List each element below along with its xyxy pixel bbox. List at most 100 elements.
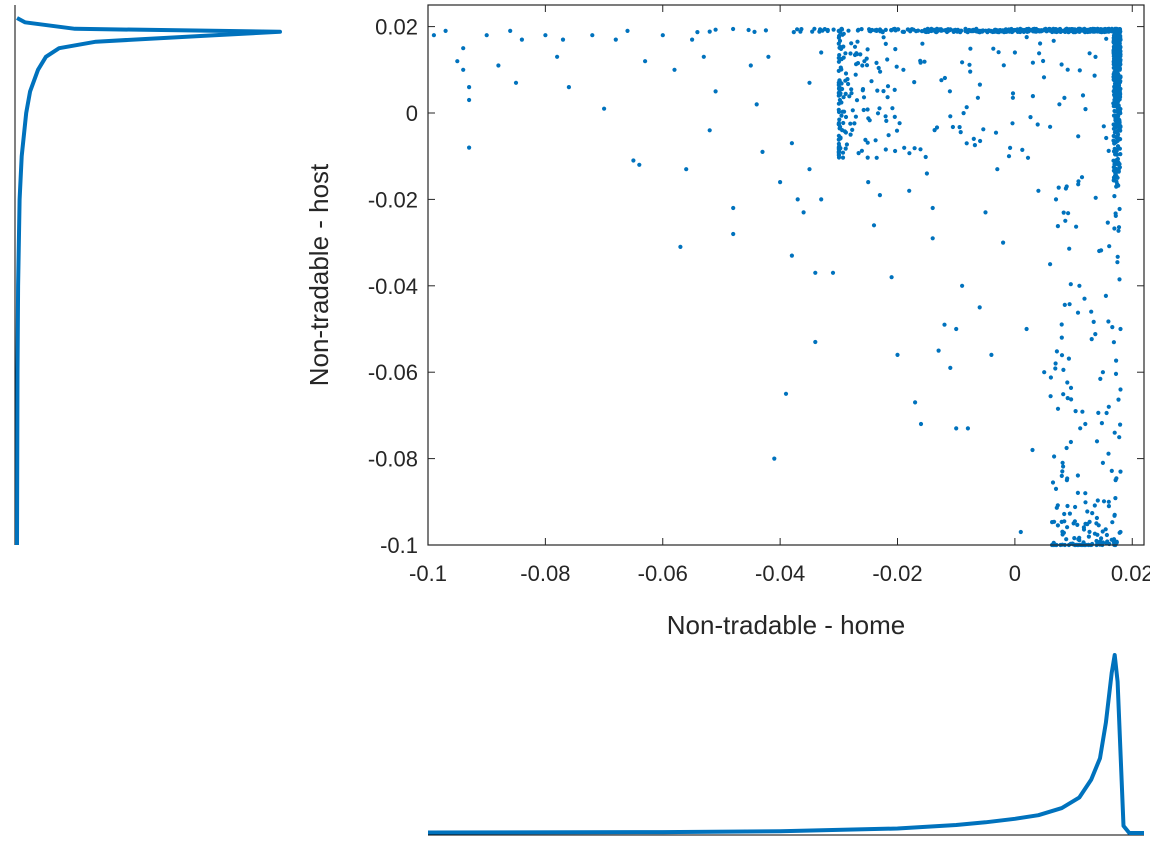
scatter-point [985,30,990,35]
scatter-point [907,188,912,193]
scatter-point [861,107,866,113]
scatter-point [795,197,800,202]
scatter-point [855,39,860,44]
scatter-point [878,69,883,74]
scatter-point [1063,218,1068,223]
scatter-point [1118,469,1123,474]
scatter-point [1116,228,1121,233]
scatter-point [1106,451,1111,456]
scatter-point [1099,27,1104,33]
scatter-point [1087,529,1092,535]
scatter-point [954,326,959,332]
scatter-point [695,29,700,35]
scatter-point [1092,503,1097,508]
scatter-point [1095,498,1100,503]
scatter-point [958,130,963,135]
scatter-point [1112,78,1117,83]
scatter-point [929,28,934,34]
scatter-point [885,57,890,62]
scatter-point [1113,371,1119,376]
scatter-point [1111,340,1116,345]
x-tick-label: -0.04 [755,561,805,586]
scatter-point [1104,36,1109,41]
scatter-point [1083,421,1088,427]
scatter-point [919,29,925,34]
scatter-point [1057,102,1062,107]
scatter-point [1017,29,1022,34]
y-tick-label: -0.02 [368,187,418,212]
scatter-point [876,65,881,71]
x-marginal-density [427,653,1144,836]
scatter-point [1006,154,1012,159]
scatter-point [848,51,853,56]
scatter-point [991,46,996,51]
scatter-point [1092,73,1097,78]
scatter-point [1059,519,1064,525]
scatter-point [1072,536,1077,541]
scatter-point [922,59,927,64]
scatter-point [1054,349,1059,354]
scatter-point [1100,460,1105,465]
scatter-point [875,88,880,93]
scatter-point [836,68,841,73]
scatter-point [831,27,836,32]
scatter-point [713,89,718,94]
scatter-point [1114,97,1119,102]
scatter-point [874,27,879,32]
scatter-point [1083,500,1088,505]
y-density-line [15,16,282,546]
scatter-point [1116,397,1121,402]
scatter-point [840,109,845,114]
scatter-point [1103,293,1108,298]
scatter-point [1076,134,1081,139]
scatter-point [1089,337,1094,342]
scatter-point [566,85,572,90]
scatter-point [850,127,855,132]
scatter-point [1007,29,1012,34]
scatter-point [836,90,841,96]
scatter-point [886,133,891,138]
scatter-point [836,133,842,138]
scatter-point [707,29,712,34]
scatter-point [838,124,843,129]
scatter-point [1067,246,1072,251]
scatter-point [854,98,860,103]
scatter-plot-box [427,4,1145,546]
scatter-point [1090,510,1095,516]
scatter-point [1056,185,1061,190]
x-axis-title: Non-tradable - home [667,610,905,640]
scatter-point [930,236,935,241]
scatter-point [1083,521,1088,526]
scatter-point [1091,29,1096,34]
scatter-point [513,80,519,85]
scatter-point [1104,135,1109,141]
scatter-point [948,365,953,370]
scatter-point [855,61,861,66]
scatter-point [852,44,858,49]
scatter-point [1050,480,1056,485]
scatter-point [846,28,851,33]
scatter-point [684,167,689,172]
scatter-point [885,84,891,89]
scatter-point [837,117,842,122]
scatter-point [1064,26,1069,31]
scatter-point [864,56,869,61]
scatter-point [1093,332,1098,337]
scatter-point [1059,473,1064,478]
scatter-point [980,29,985,34]
scatter-point [1053,366,1058,371]
scatter-point [849,41,854,46]
scatter-point [836,59,842,64]
scatter-point [1030,447,1035,453]
scatter-point [1112,226,1117,231]
y-axis-title: Non-tradable - host [304,163,334,386]
scatter-point [1050,29,1055,35]
scatter-point [916,28,921,33]
scatter-point [968,46,973,51]
scatter-point [830,270,836,275]
scatter-point [896,27,901,32]
scatter-point [1001,63,1006,68]
scatter-point [993,130,999,135]
scatter-point [890,106,895,111]
scatter-point [918,60,923,65]
